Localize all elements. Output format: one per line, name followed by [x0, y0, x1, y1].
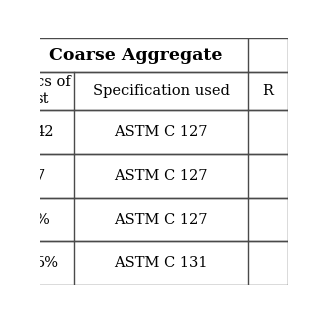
Text: ASTM C 131: ASTM C 131 [115, 256, 208, 270]
Text: cs of
st: cs of st [36, 75, 70, 107]
Text: ASTM C 127: ASTM C 127 [115, 169, 208, 183]
Text: ASTM C 127: ASTM C 127 [115, 125, 208, 139]
Text: 5%: 5% [36, 256, 59, 270]
Text: Specification used: Specification used [93, 84, 230, 98]
Text: 42: 42 [36, 125, 54, 139]
Text: 7: 7 [36, 169, 45, 183]
Text: %: % [36, 212, 49, 227]
Text: ASTM C 127: ASTM C 127 [115, 212, 208, 227]
Text: R: R [263, 84, 274, 98]
Text: Coarse Aggregate: Coarse Aggregate [49, 46, 222, 64]
